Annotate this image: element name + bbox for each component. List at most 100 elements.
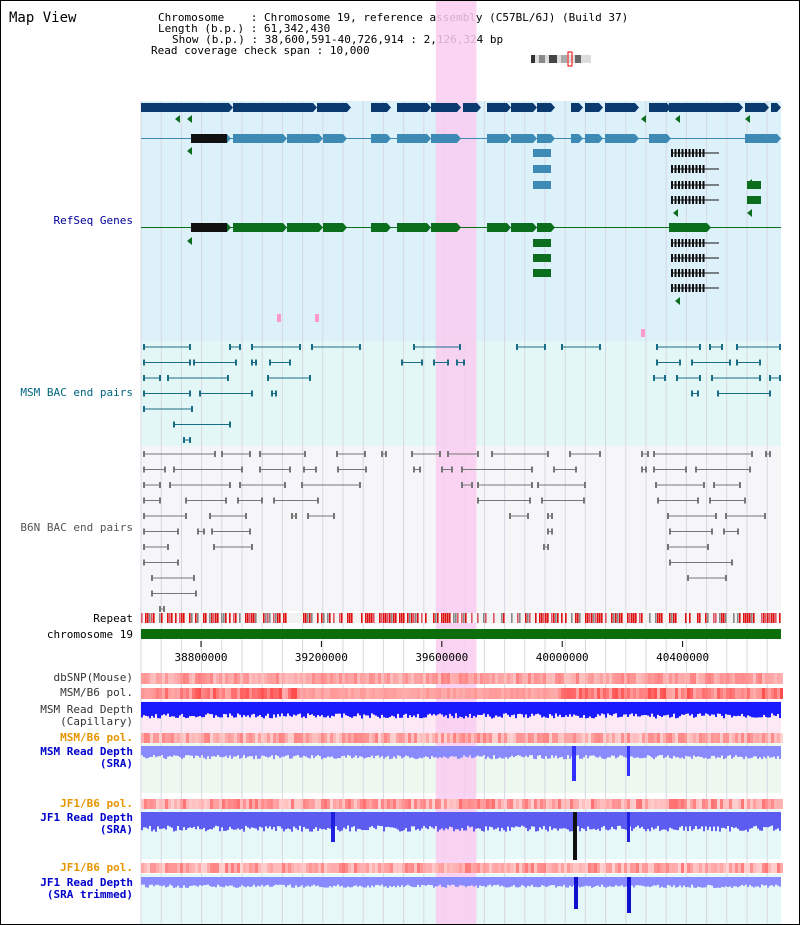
depth-bar [387, 877, 389, 888]
depth-bar [159, 812, 161, 829]
pol-cell [471, 863, 474, 873]
depth-bar [273, 746, 275, 760]
depth-bar [427, 812, 429, 830]
pol-cell [684, 673, 687, 684]
repeat-mark [309, 613, 311, 623]
pol-cell [507, 673, 510, 684]
repeat-mark [369, 613, 371, 623]
pol-cell [192, 673, 195, 684]
pol-cell [477, 799, 480, 809]
depth-bar [559, 746, 561, 758]
bac-end [159, 606, 161, 612]
pol-cell [573, 688, 576, 699]
pol-cell [699, 733, 702, 743]
repeat-mark [529, 613, 531, 623]
pol-cell [381, 688, 384, 699]
pol-cell [177, 863, 180, 873]
repeat-mark [437, 613, 439, 623]
bac-end [547, 544, 549, 550]
depth-bar [569, 812, 571, 832]
depth-bar [473, 746, 475, 758]
pol-cell [426, 863, 429, 873]
bac-end [516, 344, 518, 350]
depth-bar [249, 702, 251, 718]
pol-cell [441, 863, 444, 873]
pol-cell [570, 688, 573, 699]
gene-arrow [667, 134, 671, 143]
pol-cell [348, 863, 351, 873]
pol-cell [345, 863, 348, 873]
bac-end [317, 497, 319, 504]
depth-bar [705, 702, 707, 714]
pol-cell [726, 673, 729, 684]
depth-bar [495, 877, 497, 886]
pol-cell [267, 733, 270, 743]
repeat-mark [145, 613, 147, 623]
depth-bar [445, 877, 447, 888]
depth-bar [227, 746, 229, 759]
pol-cell [696, 863, 699, 873]
pol-cell [486, 733, 489, 743]
depth-bar [227, 877, 229, 887]
bac-end [691, 390, 693, 397]
pol-cell [441, 673, 444, 684]
depth-bar [751, 702, 753, 718]
pol-cell [210, 733, 213, 743]
pol-cell [201, 733, 204, 743]
pol-cell [486, 688, 489, 699]
depth-bar [441, 702, 443, 715]
depth-bar [177, 812, 179, 827]
pol-cell [369, 863, 372, 873]
pol-cell [531, 799, 534, 809]
pol-cell [729, 673, 732, 684]
repeat-mark [605, 613, 607, 623]
pol-cell [624, 863, 627, 873]
depth-bar [263, 702, 265, 719]
pol-cell [342, 799, 345, 809]
pol-cell [276, 688, 279, 699]
pol-cell [357, 733, 360, 743]
depth-bar [313, 812, 315, 830]
repeat-mark [673, 613, 675, 623]
depth-bar [413, 812, 415, 827]
depth-bar [167, 746, 169, 757]
depth-bar [339, 877, 341, 887]
depth-bar [405, 702, 407, 714]
axis-tick-label: 40400000 [656, 651, 709, 664]
depth-bar [319, 877, 321, 888]
bac-end [185, 497, 187, 504]
bac-end [656, 344, 658, 350]
depth-bar [325, 702, 327, 718]
pol-cell [741, 673, 744, 684]
pol-cell [567, 863, 570, 873]
depth-bar [631, 746, 633, 757]
depth-bar [643, 812, 645, 830]
depth-bar [217, 746, 219, 756]
depth-bar [715, 877, 717, 888]
depth-bar [283, 812, 285, 832]
pol-cell [246, 673, 249, 684]
pol-cell [198, 673, 201, 684]
pol-cell [180, 688, 183, 699]
gene-arrow [551, 103, 555, 112]
bac-end [647, 451, 649, 457]
depth-bar [311, 812, 313, 832]
depth-bar [593, 877, 595, 888]
depth-bar [735, 812, 737, 828]
pol-cell [288, 688, 291, 699]
depth-bar [515, 746, 517, 757]
depth-bar [261, 812, 263, 828]
pol-cell [621, 863, 624, 873]
pol-cell [615, 863, 618, 873]
pol-cell [429, 799, 432, 809]
repeat-mark [387, 613, 389, 623]
pol-cell [258, 688, 261, 699]
bac-end [764, 513, 766, 519]
depth-bar [335, 877, 337, 887]
pol-cell [207, 863, 210, 873]
depth-bar [329, 702, 331, 718]
depth-bar [411, 812, 413, 827]
pol-cell [738, 799, 741, 809]
depth-bar [737, 812, 739, 829]
